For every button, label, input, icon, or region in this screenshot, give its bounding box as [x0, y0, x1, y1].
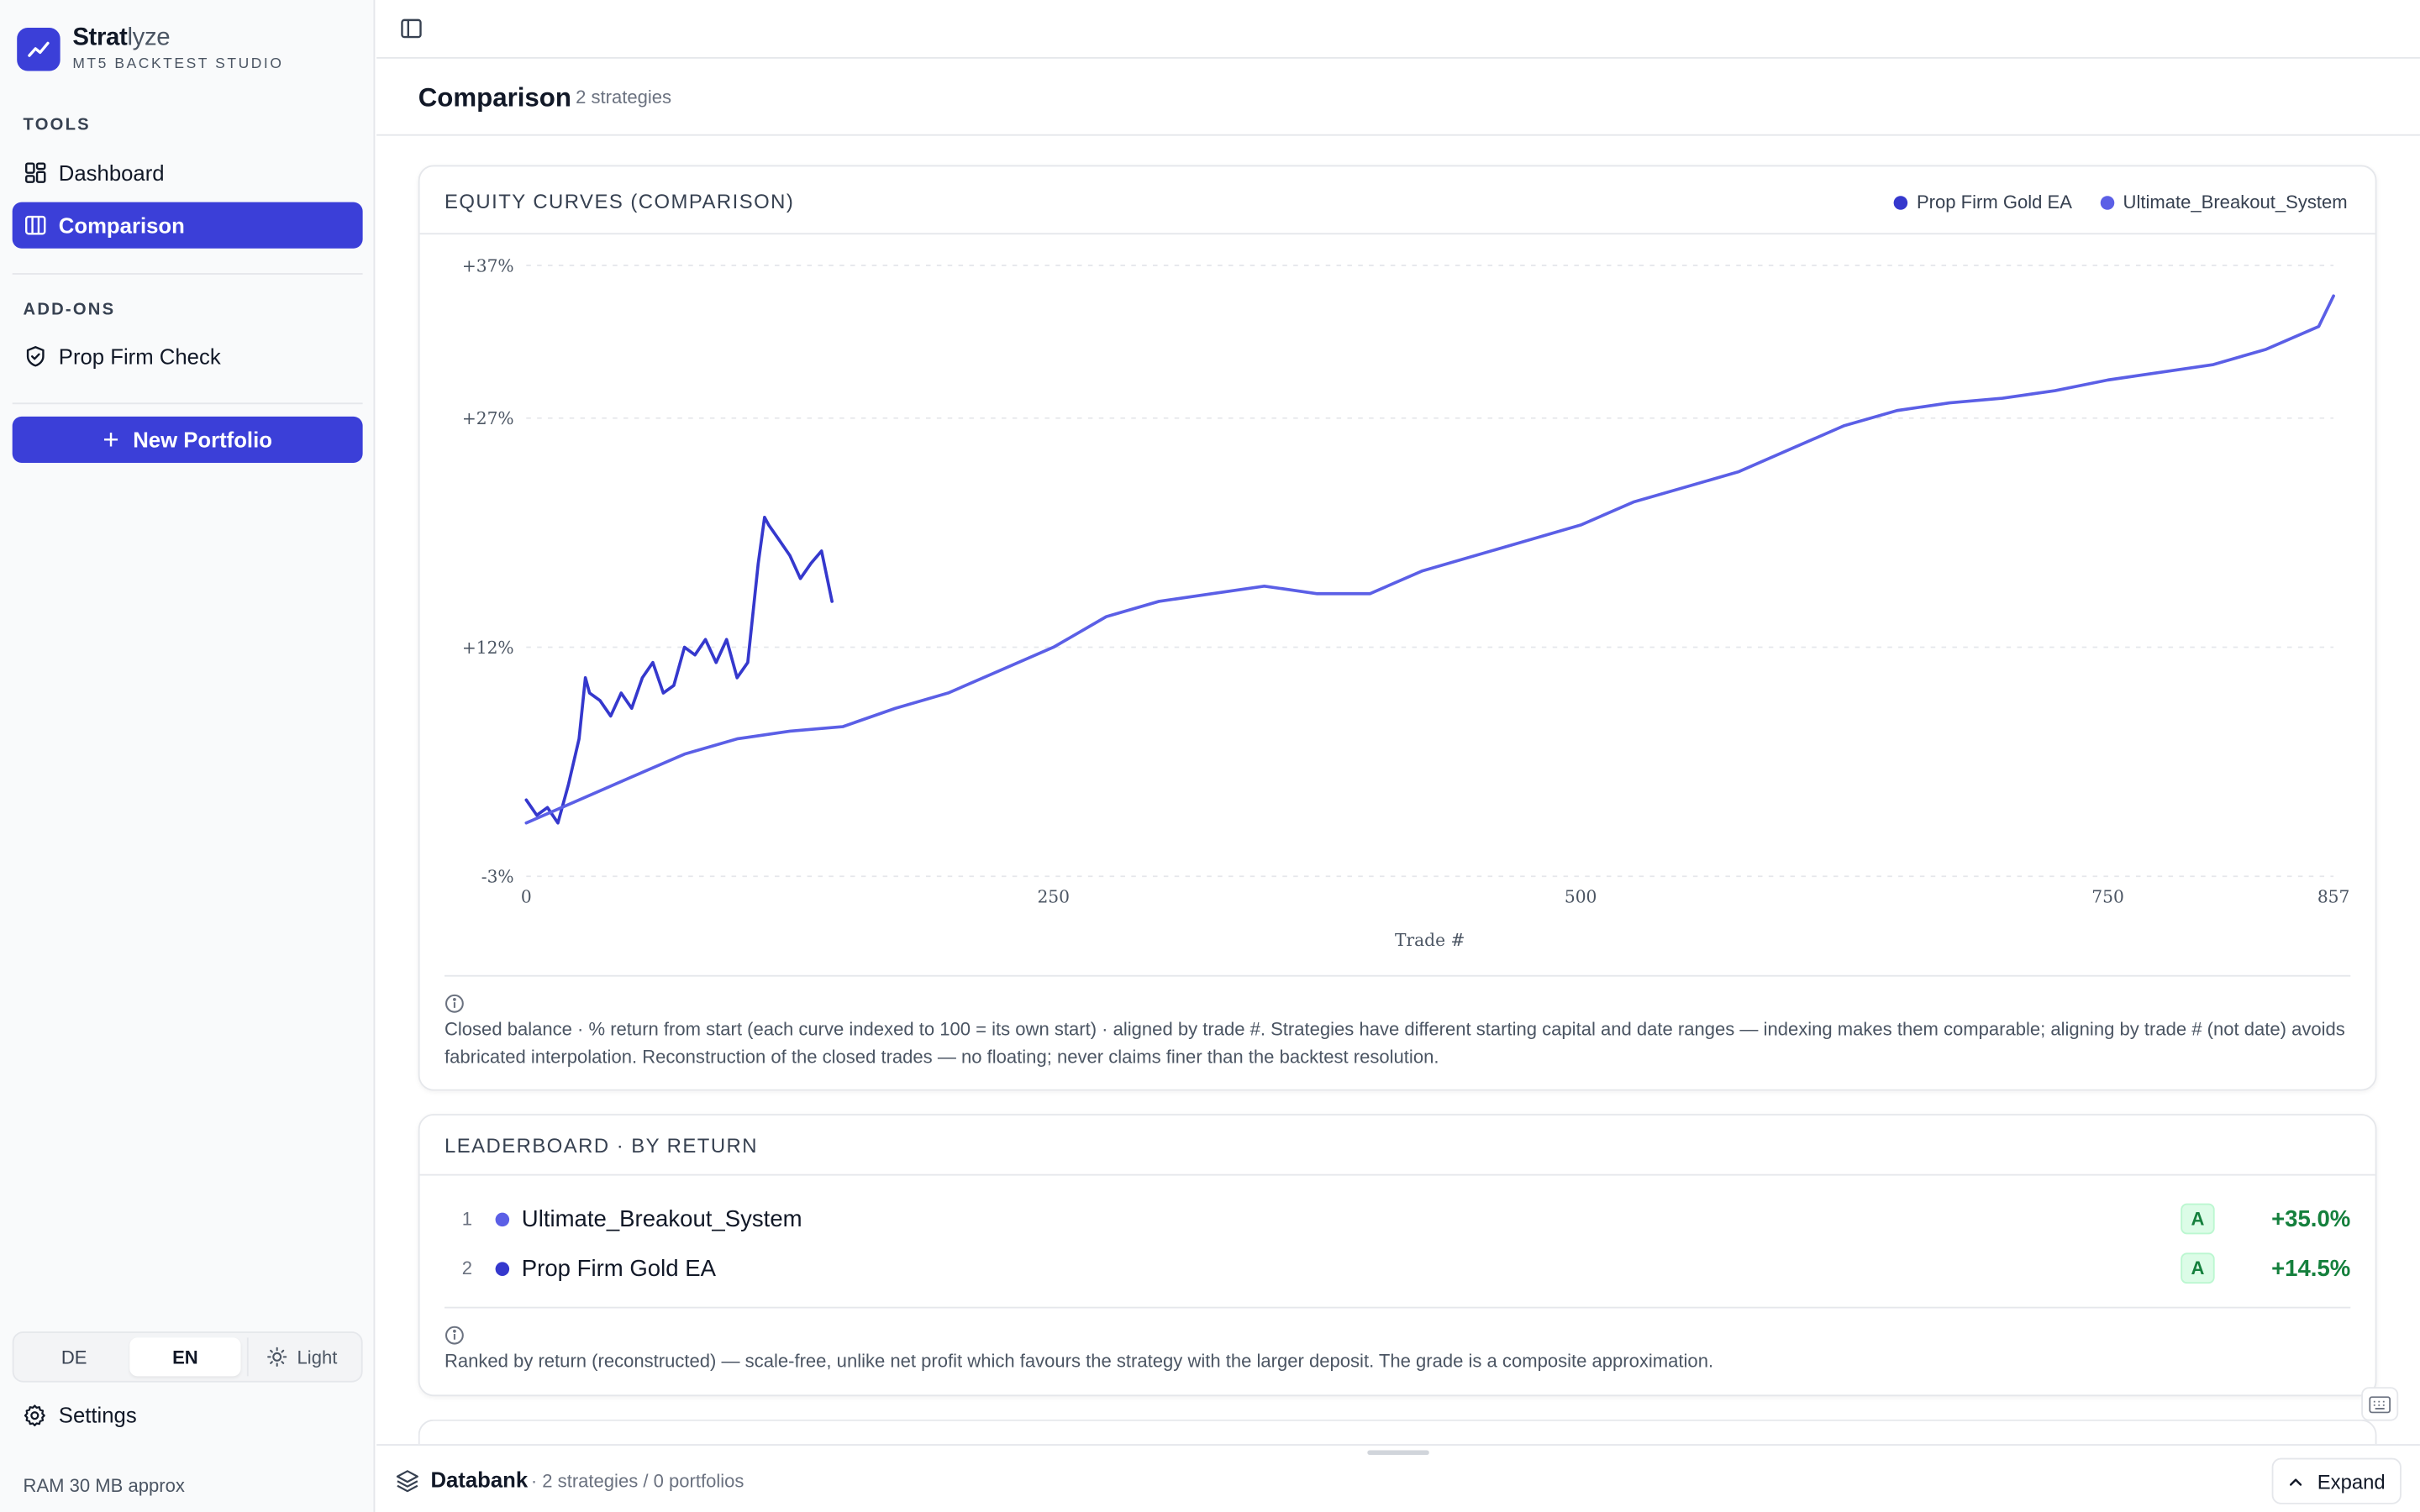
sidebar-toggle-icon[interactable] [400, 17, 424, 48]
resize-handle[interactable] [1367, 1450, 1429, 1456]
layers-icon [396, 1470, 418, 1493]
equity-chart: +37% +27% +12% -3% 0 250 500 750 857 Trade # [462, 255, 2350, 950]
expand-label: Expand [2317, 1469, 2386, 1494]
equity-card-title: EQUITY CURVES (COMPARISON) [444, 189, 795, 213]
leaderboard-name: Prop Firm Gold EA [521, 1255, 716, 1282]
sidebar: Stratlyze MT5 BACKTEST STUDIO TOOLS Dash… [0, 0, 376, 1512]
lang-en-button[interactable]: EN [129, 1337, 241, 1377]
theme-label: Light [297, 1346, 338, 1368]
sidebar-item-label: Comparison [58, 213, 185, 238]
leaderboard-info-text: Ranked by return (reconstructed) — scale… [444, 1350, 1714, 1372]
x-tick-label: 0 [521, 886, 532, 906]
info-icon [445, 994, 464, 1013]
next-card-edge [418, 1419, 2377, 1466]
addons-section-label: ADD-ONS [23, 301, 116, 320]
page-header: Comparison 2 strategies [376, 59, 2420, 136]
brand-name: Stratlyze [72, 24, 283, 52]
legend-item[interactable]: Ultimate_Breakout_System [2100, 192, 2348, 213]
new-portfolio-button[interactable]: + New Portfolio [12, 416, 363, 464]
y-tick-label: -3% [481, 867, 514, 887]
lang-de-button[interactable]: DE [60, 1346, 87, 1368]
leaderboard-title: LEADERBOARD · BY RETURN [444, 1133, 758, 1158]
databank-panel: Databank · 2 strategies / 0 portfolios E… [376, 1444, 2420, 1512]
card-header-divider [419, 233, 2375, 235]
brand-name-light: lyze [127, 24, 171, 51]
gear-icon [24, 1404, 45, 1426]
grade-badge: A [2181, 1252, 2215, 1284]
columns-icon [24, 214, 46, 236]
brand-subtitle: MT5 BACKTEST STUDIO [72, 55, 284, 73]
card-header-divider [419, 1173, 2375, 1176]
sidebar-item-dashboard[interactable]: Dashboard [13, 150, 363, 196]
tools-section-label: TOOLS [23, 115, 91, 134]
ram-usage: RAM 30 MB approx [23, 1474, 185, 1497]
brand-name-bold: Strat [72, 24, 128, 51]
leaderboard-info: Ranked by return (reconstructed) — scale… [444, 1306, 2351, 1376]
x-tick-label: 250 [1037, 886, 1070, 906]
x-tick-label: 500 [1565, 886, 1597, 906]
plus-icon: + [103, 424, 119, 455]
info-icon [445, 1326, 464, 1345]
legend-label: Prop Firm Gold EA [1916, 191, 2072, 213]
chevron-up-icon [2290, 1478, 2302, 1485]
new-portfolio-label: New Portfolio [133, 427, 272, 453]
language-theme-switch: DE EN Light [12, 1331, 363, 1383]
legend-dot [1893, 195, 1907, 209]
leaderboard-row[interactable]: 1 Ultimate_Breakout_System A +35.0% [445, 1197, 2350, 1240]
leaderboard-dot [495, 1211, 510, 1226]
equity-curves-card: EQUITY CURVES (COMPARISON) Prop Firm Gol… [418, 165, 2377, 1091]
y-tick-label: +27% [462, 408, 514, 428]
top-bar [376, 0, 2420, 59]
leaderboard-return: +14.5% [2271, 1255, 2351, 1282]
strategy-count: 2 strategies [576, 86, 672, 108]
equity-info-text: Closed balance · % return from start (ea… [444, 1018, 2345, 1068]
theme-toggle-button[interactable]: Light [246, 1337, 356, 1377]
sidebar-item-prop-firm-check[interactable]: Prop Firm Check [13, 333, 363, 380]
x-tick-label: 750 [2091, 886, 2124, 906]
sidebar-item-label: Dashboard [58, 160, 165, 186]
equity-info: Closed balance · % return from start (ea… [444, 974, 2351, 1071]
sidebar-item-comparison[interactable]: Comparison [12, 202, 363, 249]
trend-chart-icon [17, 27, 60, 71]
series-line-2 [524, 294, 2335, 825]
sidebar-divider [12, 402, 363, 405]
grade-badge: A [2181, 1203, 2215, 1235]
leaderboard-rank: 2 [461, 1257, 473, 1279]
legend-label: Ultimate_Breakout_System [2123, 191, 2348, 213]
databank-title: Databank [430, 1467, 529, 1493]
settings-button[interactable]: Settings [24, 1403, 137, 1427]
legend-dot [2100, 195, 2114, 209]
expand-button[interactable]: Expand [2271, 1457, 2402, 1504]
leaderboard-rank: 1 [461, 1208, 473, 1230]
leaderboard-row[interactable]: 2 Prop Firm Gold EA A +14.5% [445, 1247, 2350, 1289]
leaderboard-card: LEADERBOARD · BY RETURN 1 Ultimate_Break… [418, 1114, 2377, 1397]
page-title: Comparison [418, 83, 571, 113]
sun-icon [267, 1347, 288, 1367]
databank-summary: · 2 strategies / 0 portfolios [530, 1470, 744, 1493]
sidebar-item-label: Prop Firm Check [58, 344, 221, 369]
x-axis-label: Trade # [1395, 930, 1465, 950]
brand[interactable]: Stratlyze MT5 BACKTEST STUDIO [17, 24, 283, 72]
keyboard-shortcuts-button[interactable] [2361, 1387, 2399, 1421]
y-tick-label: +37% [462, 255, 514, 276]
series-line-1 [524, 516, 834, 825]
leaderboard-return: +35.0% [2271, 1205, 2351, 1232]
dashboard-icon [24, 162, 46, 184]
shield-check-icon [24, 345, 46, 367]
leaderboard-name: Ultimate_Breakout_System [521, 1205, 802, 1232]
legend-item[interactable]: Prop Firm Gold EA [1893, 192, 2072, 213]
x-tick-label: 857 [2317, 886, 2350, 906]
settings-label: Settings [58, 1402, 137, 1427]
keyboard-icon [2369, 1395, 2391, 1413]
sidebar-divider [12, 273, 363, 275]
chart-legend: Prop Firm Gold EA Ultimate_Breakout_Syst… [1865, 192, 2348, 213]
y-tick-label: +12% [462, 638, 514, 658]
leaderboard-dot [495, 1261, 510, 1276]
